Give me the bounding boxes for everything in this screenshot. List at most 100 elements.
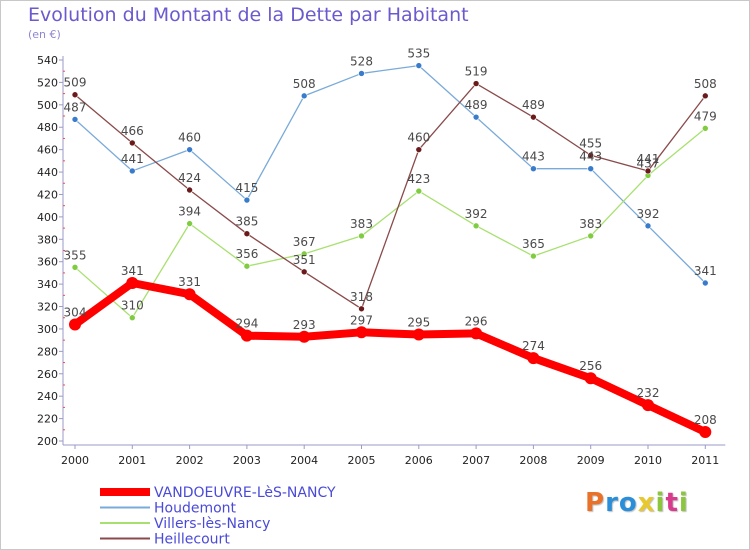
data-label: 355 <box>64 248 87 262</box>
legend: VANDOEUVRE-LèS-NANCYHoudemontVillers-lès… <box>100 485 336 548</box>
y-tick-label: 520 <box>37 76 58 89</box>
data-point <box>699 426 712 439</box>
data-label: 274 <box>522 339 545 353</box>
y-tick-label: 460 <box>37 144 58 157</box>
data-point <box>300 250 308 258</box>
data-label: 331 <box>178 275 201 289</box>
data-point <box>71 91 79 99</box>
data-point <box>243 196 251 204</box>
data-label: 423 <box>407 172 430 186</box>
data-label: 256 <box>579 359 602 373</box>
data-label: 383 <box>579 217 602 231</box>
data-label: 341 <box>121 264 144 278</box>
y-tick-label: 480 <box>37 121 58 134</box>
x-tick-label: 2003 <box>233 454 261 467</box>
data-label: 535 <box>407 47 430 61</box>
y-tick-label: 280 <box>37 345 58 358</box>
data-point <box>415 187 423 195</box>
data-point <box>240 329 253 342</box>
data-point <box>642 399 654 412</box>
data-label: 294 <box>235 317 258 331</box>
data-point <box>412 328 425 341</box>
chart-title: Evolution du Montant de la Dette par Hab… <box>28 4 469 26</box>
data-label: 295 <box>407 316 430 330</box>
data-point <box>472 80 480 87</box>
data-label: 443 <box>522 150 545 164</box>
data-point <box>587 165 595 172</box>
data-label: 293 <box>293 318 316 332</box>
data-point <box>129 167 136 175</box>
data-label: 441 <box>637 152 660 166</box>
series-line <box>71 278 710 437</box>
logo-letter: r <box>605 488 619 518</box>
y-tick-label: 540 <box>37 54 58 67</box>
data-point <box>701 125 709 132</box>
data-point <box>644 222 652 230</box>
data-point <box>587 232 595 240</box>
x-tick-label: 2009 <box>577 454 605 467</box>
data-point <box>470 327 483 340</box>
logo-letter: x <box>637 488 656 518</box>
x-tick-label: 2006 <box>405 454 433 467</box>
data-point <box>300 92 308 100</box>
data-label: 296 <box>465 314 488 328</box>
data-label: 392 <box>637 207 660 221</box>
data-point <box>358 70 365 77</box>
data-point <box>71 116 79 123</box>
data-point <box>472 222 480 230</box>
data-label: 509 <box>64 76 87 90</box>
data-point <box>358 232 365 240</box>
data-point <box>71 264 79 271</box>
data-point <box>129 139 136 147</box>
data-label: 528 <box>350 54 373 68</box>
axes: 200 220 240 260 280 300 320 340 360 380 400 420 440 4… <box>37 54 726 467</box>
data-label: 519 <box>465 65 488 79</box>
logo-letter: P <box>585 488 606 518</box>
x-tick-label: 2011 <box>691 454 719 467</box>
data-point <box>530 252 537 260</box>
x-tick-label: 2002 <box>176 454 204 467</box>
data-point <box>358 305 365 313</box>
data-label: 424 <box>178 171 201 185</box>
data-label: 310 <box>121 299 144 313</box>
logo-letter: o <box>618 488 638 518</box>
legend-label: Houdemont <box>154 501 237 517</box>
data-label: 415 <box>235 181 258 195</box>
y-tick-label: 240 <box>37 390 58 403</box>
x-tick-label: 2008 <box>519 454 547 467</box>
x-tick-label: 2007 <box>462 454 490 467</box>
y-tick-label: 260 <box>37 368 58 381</box>
series-line <box>74 64 706 284</box>
x-tick-label: 2005 <box>348 454 376 467</box>
data-point <box>300 268 308 276</box>
logo-letter: t <box>665 488 679 518</box>
data-label: 437 <box>637 156 660 170</box>
data-label: 487 <box>64 100 87 114</box>
data-label: 460 <box>407 131 430 145</box>
data-label: 304 <box>64 305 87 319</box>
data-label: 383 <box>350 217 373 231</box>
x-tick-label: 2010 <box>634 454 662 467</box>
data-label: 297 <box>350 313 373 327</box>
data-point <box>186 186 193 194</box>
data-point <box>298 330 311 343</box>
data-point <box>186 146 193 153</box>
data-point <box>415 146 423 153</box>
data-label: 441 <box>121 152 144 166</box>
x-tick-label: 2001 <box>118 454 146 467</box>
data-point <box>584 372 597 385</box>
data-label: 508 <box>293 77 316 91</box>
data-point <box>69 318 81 331</box>
data-point <box>186 220 193 227</box>
data-label: 392 <box>465 207 488 221</box>
data-point <box>530 113 537 121</box>
data-point <box>527 352 540 365</box>
y-tick-label: 220 <box>37 413 58 426</box>
series-layer: 487 441 460 415 508 528 535 489 443 443 392 341 355 3… <box>64 47 717 439</box>
data-label: 394 <box>178 205 201 219</box>
data-point <box>129 314 136 322</box>
data-label: 385 <box>235 215 258 229</box>
data-label: 479 <box>694 109 717 123</box>
